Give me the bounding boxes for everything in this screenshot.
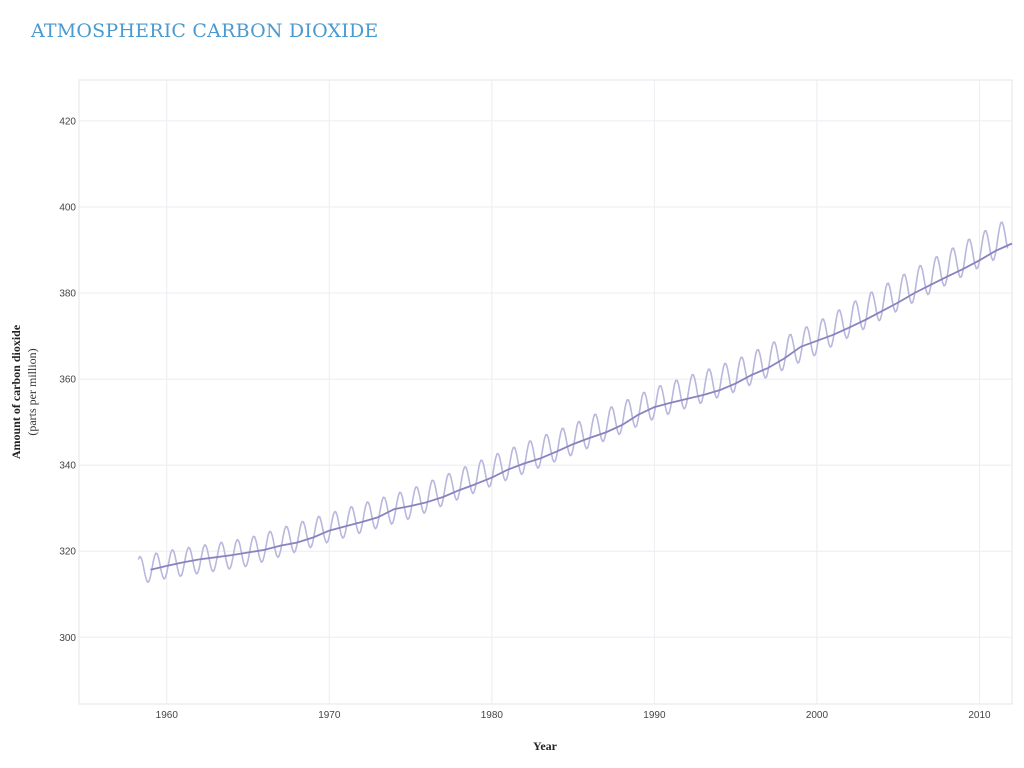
y-tick-label: 400 [59, 202, 76, 213]
y-tick-label: 300 [59, 633, 76, 644]
trend-co2-line [150, 242, 1013, 571]
x-tick-label: 1990 [643, 710, 666, 721]
y-tick-label: 320 [59, 547, 76, 558]
x-tick-label: 1980 [481, 710, 504, 721]
y-axis-title-group: Amount of carbon dioxide (parts per mill… [9, 324, 39, 459]
plot-frame [78, 79, 1013, 705]
y-gridlines [79, 120, 1012, 638]
y-axis-title: Amount of carbon dioxide [9, 324, 23, 459]
x-tick-label: 2010 [968, 710, 991, 721]
seasonal-co2-line [137, 221, 1009, 584]
y-tick-label: 380 [59, 289, 76, 300]
x-axis-title: Year [533, 739, 558, 753]
y-tick-labels: 300 320 340 360 380 400 420 [59, 116, 76, 643]
y-tick-label: 340 [59, 461, 76, 472]
y-axis-subtitle: (parts per million) [25, 348, 39, 435]
x-tick-label: 1960 [156, 710, 179, 721]
chart-title: ATMOSPHERIC CARBON DIOXIDE [31, 20, 379, 42]
x-tick-label: 2000 [806, 710, 829, 721]
x-tick-label: 1970 [318, 710, 341, 721]
y-tick-label: 360 [59, 375, 76, 386]
x-gridlines [166, 80, 980, 704]
y-tick-label: 420 [59, 116, 76, 127]
x-tick-labels: 1960 1970 1980 1990 2000 2010 [156, 710, 991, 721]
